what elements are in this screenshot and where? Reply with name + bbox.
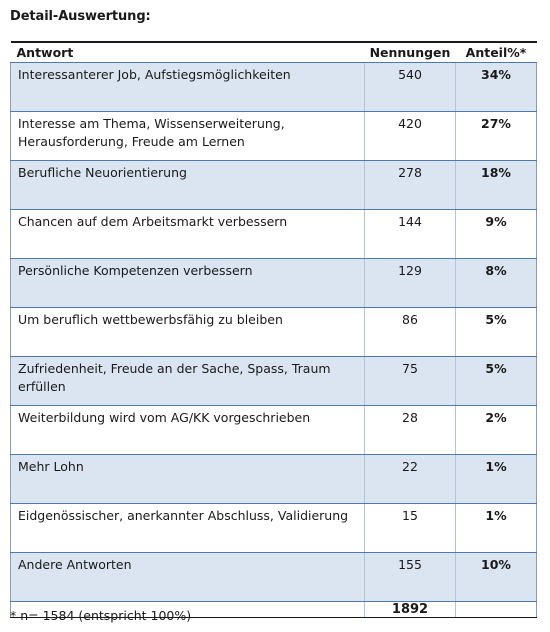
answer-cell: Um beruflich wettbewerbsfähig zu bleiben bbox=[10, 307, 365, 357]
table-row: Interessanterer Job, Aufstiegsmöglichkei… bbox=[10, 62, 537, 112]
footnote: * n= 1584 (entspricht 100%) bbox=[10, 608, 192, 623]
share-cell: 27% bbox=[455, 111, 537, 161]
count-cell: 155 bbox=[364, 552, 456, 602]
answer-cell: Interesse am Thema, Wissenserweiterung, … bbox=[10, 111, 365, 161]
count-cell: 144 bbox=[364, 209, 456, 259]
table-row: Um beruflich wettbewerbsfähig zu bleiben… bbox=[10, 307, 537, 357]
answer-cell: Eidgenössischer, anerkannter Abschluss, … bbox=[10, 503, 365, 553]
answer-cell: Mehr Lohn bbox=[10, 454, 365, 504]
count-cell: 540 bbox=[364, 62, 456, 112]
column-header-answer: Antwort bbox=[10, 41, 365, 63]
count-cell: 420 bbox=[364, 111, 456, 161]
answer-cell: Weiterbildung wird vom AG/KK vorgeschrie… bbox=[10, 405, 365, 455]
column-header-count: Nennungen bbox=[364, 41, 456, 63]
total-share-cell bbox=[455, 601, 537, 618]
count-cell: 28 bbox=[364, 405, 456, 455]
count-cell: 15 bbox=[364, 503, 456, 553]
answer-cell: Andere Antworten bbox=[10, 552, 365, 602]
answer-cell: Persönliche Kompetenzen verbessern bbox=[10, 258, 365, 308]
count-cell: 22 bbox=[364, 454, 456, 504]
count-cell: 129 bbox=[364, 258, 456, 308]
answer-cell: Interessanterer Job, Aufstiegsmöglichkei… bbox=[10, 62, 365, 112]
total-label-cell bbox=[10, 601, 365, 618]
share-cell: 1% bbox=[455, 454, 537, 504]
table-row: Zufriedenheit, Freude an der Sache, Spas… bbox=[10, 356, 537, 406]
total-count-cell: 1892 bbox=[364, 601, 456, 618]
table-row: Persönliche Kompetenzen verbessern 129 8… bbox=[10, 258, 537, 308]
share-cell: 5% bbox=[455, 356, 537, 406]
share-cell: 34% bbox=[455, 62, 537, 112]
page-title: Detail-Auswertung: bbox=[10, 9, 151, 24]
share-cell: 1% bbox=[455, 503, 537, 553]
share-cell: 18% bbox=[455, 160, 537, 210]
answer-cell: Berufliche Neuorientierung bbox=[10, 160, 365, 210]
share-cell: 9% bbox=[455, 209, 537, 259]
count-cell: 278 bbox=[364, 160, 456, 210]
total-row: 1892 bbox=[10, 601, 537, 618]
share-cell: 2% bbox=[455, 405, 537, 455]
share-cell: 5% bbox=[455, 307, 537, 357]
count-cell: 86 bbox=[364, 307, 456, 357]
table-row: Eidgenössischer, anerkannter Abschluss, … bbox=[10, 503, 537, 553]
table-row: Weiterbildung wird vom AG/KK vorgeschrie… bbox=[10, 405, 537, 455]
answer-cell: Chancen auf dem Arbeitsmarkt verbessern bbox=[10, 209, 365, 259]
table-row: Chancen auf dem Arbeitsmarkt verbessern … bbox=[10, 209, 537, 259]
share-cell: 10% bbox=[455, 552, 537, 602]
table-row: Berufliche Neuorientierung 278 18% bbox=[10, 160, 537, 210]
count-cell: 75 bbox=[364, 356, 456, 406]
table-row: Mehr Lohn 22 1% bbox=[10, 454, 537, 504]
answer-cell: Zufriedenheit, Freude an der Sache, Spas… bbox=[10, 356, 365, 406]
results-table: Antwort Nennungen Anteil%* Interessanter… bbox=[10, 41, 537, 618]
table-row: Interesse am Thema, Wissenserweiterung, … bbox=[10, 111, 537, 161]
column-header-share: Anteil%* bbox=[455, 41, 537, 63]
table-header-row: Antwort Nennungen Anteil%* bbox=[10, 41, 537, 63]
table-row: Andere Antworten 155 10% bbox=[10, 552, 537, 602]
share-cell: 8% bbox=[455, 258, 537, 308]
